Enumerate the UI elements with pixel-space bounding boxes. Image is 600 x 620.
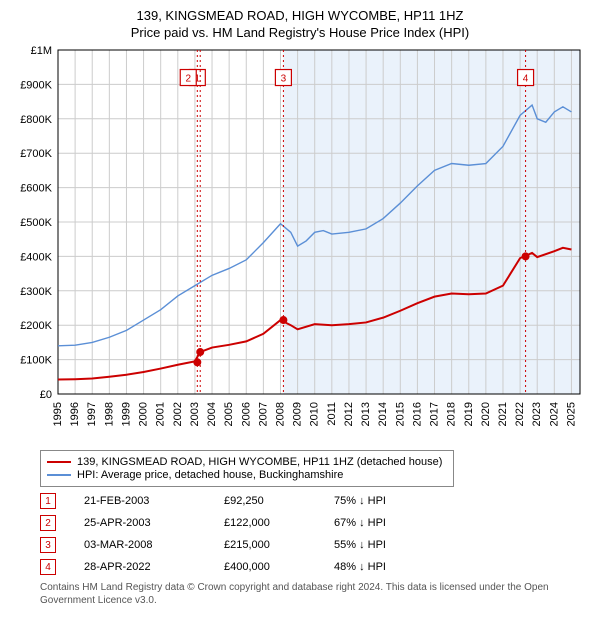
svg-text:2006: 2006	[240, 402, 252, 426]
transaction-date: 03-MAR-2008	[84, 539, 224, 551]
svg-text:2005: 2005	[223, 402, 235, 426]
legend-box: 139, KINGSMEAD ROAD, HIGH WYCOMBE, HP11 …	[40, 450, 454, 487]
page-container: 139, KINGSMEAD ROAD, HIGH WYCOMBE, HP11 …	[0, 0, 600, 607]
transaction-price: £215,000	[224, 539, 334, 551]
svg-text:2002: 2002	[172, 402, 184, 426]
svg-text:2010: 2010	[309, 402, 321, 426]
svg-text:4: 4	[523, 74, 529, 85]
transaction-price: £122,000	[224, 517, 334, 529]
transaction-marker: 3	[40, 537, 56, 553]
legend-label: 139, KINGSMEAD ROAD, HIGH WYCOMBE, HP11 …	[77, 456, 442, 468]
transaction-price: £92,250	[224, 495, 334, 507]
svg-text:2001: 2001	[155, 402, 167, 426]
legend-swatch	[47, 474, 71, 476]
transaction-relative: 75% ↓ HPI	[334, 495, 444, 507]
svg-text:2024: 2024	[548, 402, 560, 426]
svg-text:£400K: £400K	[20, 251, 52, 263]
svg-text:2011: 2011	[326, 402, 338, 426]
svg-text:2007: 2007	[257, 402, 269, 426]
chart-title-block: 139, KINGSMEAD ROAD, HIGH WYCOMBE, HP11 …	[0, 0, 600, 44]
table-row: 4 28-APR-2022£400,00048% ↓ HPI	[40, 559, 590, 575]
svg-text:1996: 1996	[69, 402, 81, 426]
svg-text:£500K: £500K	[20, 217, 52, 229]
svg-text:2013: 2013	[360, 402, 372, 426]
svg-text:2009: 2009	[292, 402, 304, 426]
svg-text:2025: 2025	[565, 402, 577, 426]
transaction-date: 28-APR-2022	[84, 561, 224, 573]
table-row: 1 21-FEB-2003£92,25075% ↓ HPI	[40, 493, 590, 509]
title-subtitle: Price paid vs. HM Land Registry's House …	[10, 25, 590, 40]
transaction-marker: 4	[40, 559, 56, 575]
svg-text:£900K: £900K	[20, 79, 52, 91]
svg-text:2022: 2022	[514, 402, 526, 426]
svg-text:£1M: £1M	[31, 45, 52, 57]
chart-svg: £0 £100K £200K £300K £400K £500K £600K £700K £80…	[10, 44, 590, 444]
transaction-relative: 48% ↓ HPI	[334, 561, 444, 573]
svg-text:1995: 1995	[52, 402, 64, 426]
svg-text:2012: 2012	[343, 402, 355, 426]
svg-text:2008: 2008	[274, 402, 286, 426]
chart-area: £0 £100K £200K £300K £400K £500K £600K £700K £80…	[10, 44, 590, 444]
footnote-text: Contains HM Land Registry data © Crown c…	[40, 581, 590, 607]
transaction-relative: 55% ↓ HPI	[334, 539, 444, 551]
transaction-date: 25-APR-2003	[84, 517, 224, 529]
svg-text:£0: £0	[40, 389, 52, 401]
transaction-marker: 2	[40, 515, 56, 531]
svg-text:2003: 2003	[189, 402, 201, 426]
svg-text:£800K: £800K	[20, 114, 52, 126]
svg-text:2021: 2021	[497, 402, 509, 426]
svg-text:1999: 1999	[120, 402, 132, 426]
svg-text:1997: 1997	[86, 402, 98, 426]
svg-text:£100K: £100K	[20, 355, 52, 367]
svg-text:2004: 2004	[206, 402, 218, 426]
legend-row: 139, KINGSMEAD ROAD, HIGH WYCOMBE, HP11 …	[47, 456, 447, 468]
svg-text:2019: 2019	[463, 402, 475, 426]
svg-text:£300K: £300K	[20, 286, 52, 298]
svg-text:£700K: £700K	[20, 148, 52, 160]
svg-text:1998: 1998	[103, 402, 115, 426]
legend-label: HPI: Average price, detached house, Buck…	[77, 469, 343, 481]
legend-row: HPI: Average price, detached house, Buck…	[47, 469, 447, 481]
svg-text:3: 3	[281, 74, 287, 85]
svg-text:2: 2	[185, 74, 191, 85]
legend-swatch	[47, 461, 71, 463]
svg-text:2016: 2016	[411, 402, 423, 426]
table-row: 3 03-MAR-2008£215,00055% ↓ HPI	[40, 537, 590, 553]
svg-text:2018: 2018	[446, 402, 458, 426]
svg-text:2020: 2020	[480, 402, 492, 426]
svg-text:2017: 2017	[429, 402, 441, 426]
title-address: 139, KINGSMEAD ROAD, HIGH WYCOMBE, HP11 …	[10, 8, 590, 23]
svg-text:2023: 2023	[531, 402, 543, 426]
transaction-date: 21-FEB-2003	[84, 495, 224, 507]
table-row: 2 25-APR-2003£122,00067% ↓ HPI	[40, 515, 590, 531]
svg-text:2000: 2000	[138, 402, 150, 426]
svg-text:£200K: £200K	[20, 320, 52, 332]
svg-text:2014: 2014	[377, 402, 389, 426]
transaction-relative: 67% ↓ HPI	[334, 517, 444, 529]
transactions-table: 1 21-FEB-2003£92,25075% ↓ HPI 2 25-APR-2003…	[40, 493, 590, 575]
transaction-marker: 1	[40, 493, 56, 509]
svg-text:2015: 2015	[394, 402, 406, 426]
transaction-price: £400,000	[224, 561, 334, 573]
svg-text:£600K: £600K	[20, 183, 52, 195]
